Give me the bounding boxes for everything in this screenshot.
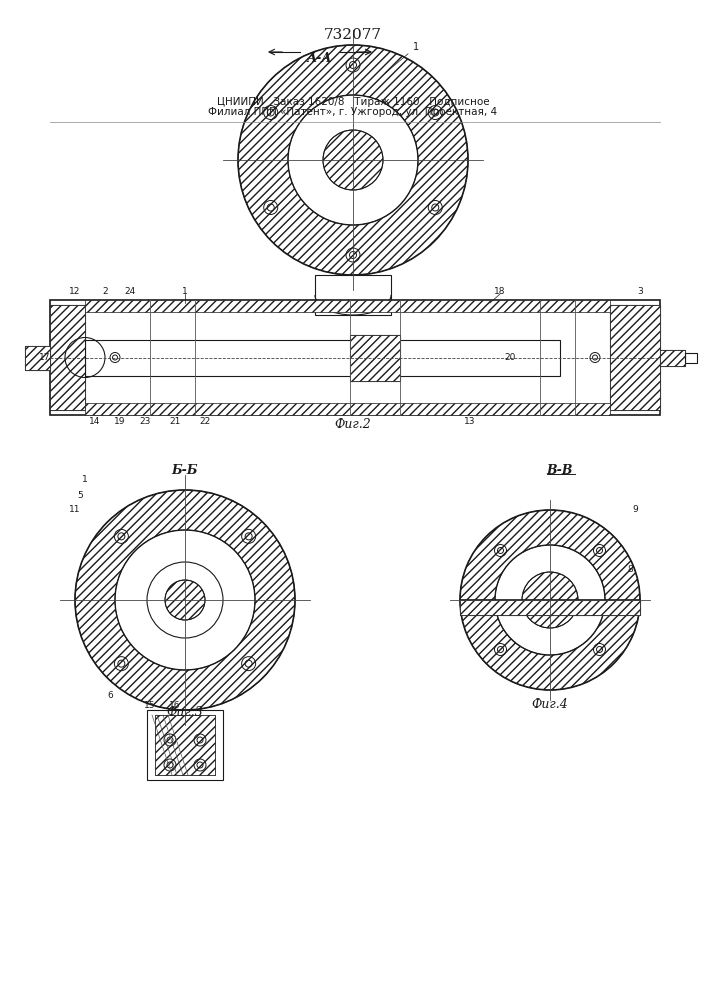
Bar <box>610 305 660 410</box>
Bar <box>660 350 685 365</box>
Text: Б-Б: Б-Б <box>172 464 198 477</box>
Text: 18: 18 <box>494 288 506 296</box>
Text: В-В: В-В <box>547 464 573 477</box>
Bar <box>50 305 85 410</box>
Bar <box>50 305 85 410</box>
Text: 732077: 732077 <box>324 28 382 42</box>
Text: 24: 24 <box>124 288 136 296</box>
Bar <box>155 715 215 775</box>
Text: Фиг.3: Фиг.3 <box>167 706 204 718</box>
Bar <box>685 353 697 362</box>
Bar <box>85 300 610 312</box>
Text: 1: 1 <box>82 476 88 485</box>
Text: 15: 15 <box>144 700 156 710</box>
Text: 9: 9 <box>632 506 638 514</box>
Text: 14: 14 <box>89 418 100 426</box>
Text: 19: 19 <box>115 418 126 426</box>
Bar <box>610 305 660 410</box>
Text: 11: 11 <box>69 506 81 514</box>
Bar <box>155 715 215 775</box>
Bar <box>147 710 223 780</box>
Text: 16: 16 <box>169 700 181 710</box>
Text: 2: 2 <box>103 288 107 296</box>
Text: 3: 3 <box>637 288 643 296</box>
Text: 8: 8 <box>627 566 633 574</box>
Bar <box>315 275 391 315</box>
Text: Филиал ППП «Патент», г. Ужгород, ул. Проектная, 4: Филиал ППП «Патент», г. Ужгород, ул. Про… <box>209 107 498 117</box>
Bar <box>350 334 400 380</box>
Text: 12: 12 <box>69 288 81 296</box>
Bar <box>25 346 50 369</box>
Bar <box>85 340 560 375</box>
Text: 5: 5 <box>77 490 83 499</box>
Text: 22: 22 <box>199 418 211 426</box>
Text: Фиг.4: Фиг.4 <box>532 698 568 712</box>
Bar <box>460 600 640 615</box>
Text: 23: 23 <box>139 418 151 426</box>
Bar <box>25 346 50 369</box>
Text: 20: 20 <box>504 354 515 362</box>
Text: 6: 6 <box>107 690 113 700</box>
Text: 13: 13 <box>464 418 476 426</box>
Text: А-А: А-А <box>308 51 333 64</box>
Bar <box>50 300 660 415</box>
Text: Фиг.2: Фиг.2 <box>334 418 371 432</box>
Bar <box>660 350 685 365</box>
Bar <box>350 334 400 380</box>
Bar <box>85 403 610 415</box>
Text: 21: 21 <box>169 418 181 426</box>
Text: 1: 1 <box>182 288 188 296</box>
Text: 17: 17 <box>40 354 51 362</box>
Text: ЦНИИПИ   Заказ 1620/8   Тираж 1160   Подписное: ЦНИИПИ Заказ 1620/8 Тираж 1160 Подписное <box>216 97 489 107</box>
Text: 1: 1 <box>385 42 419 73</box>
Bar <box>460 600 640 615</box>
